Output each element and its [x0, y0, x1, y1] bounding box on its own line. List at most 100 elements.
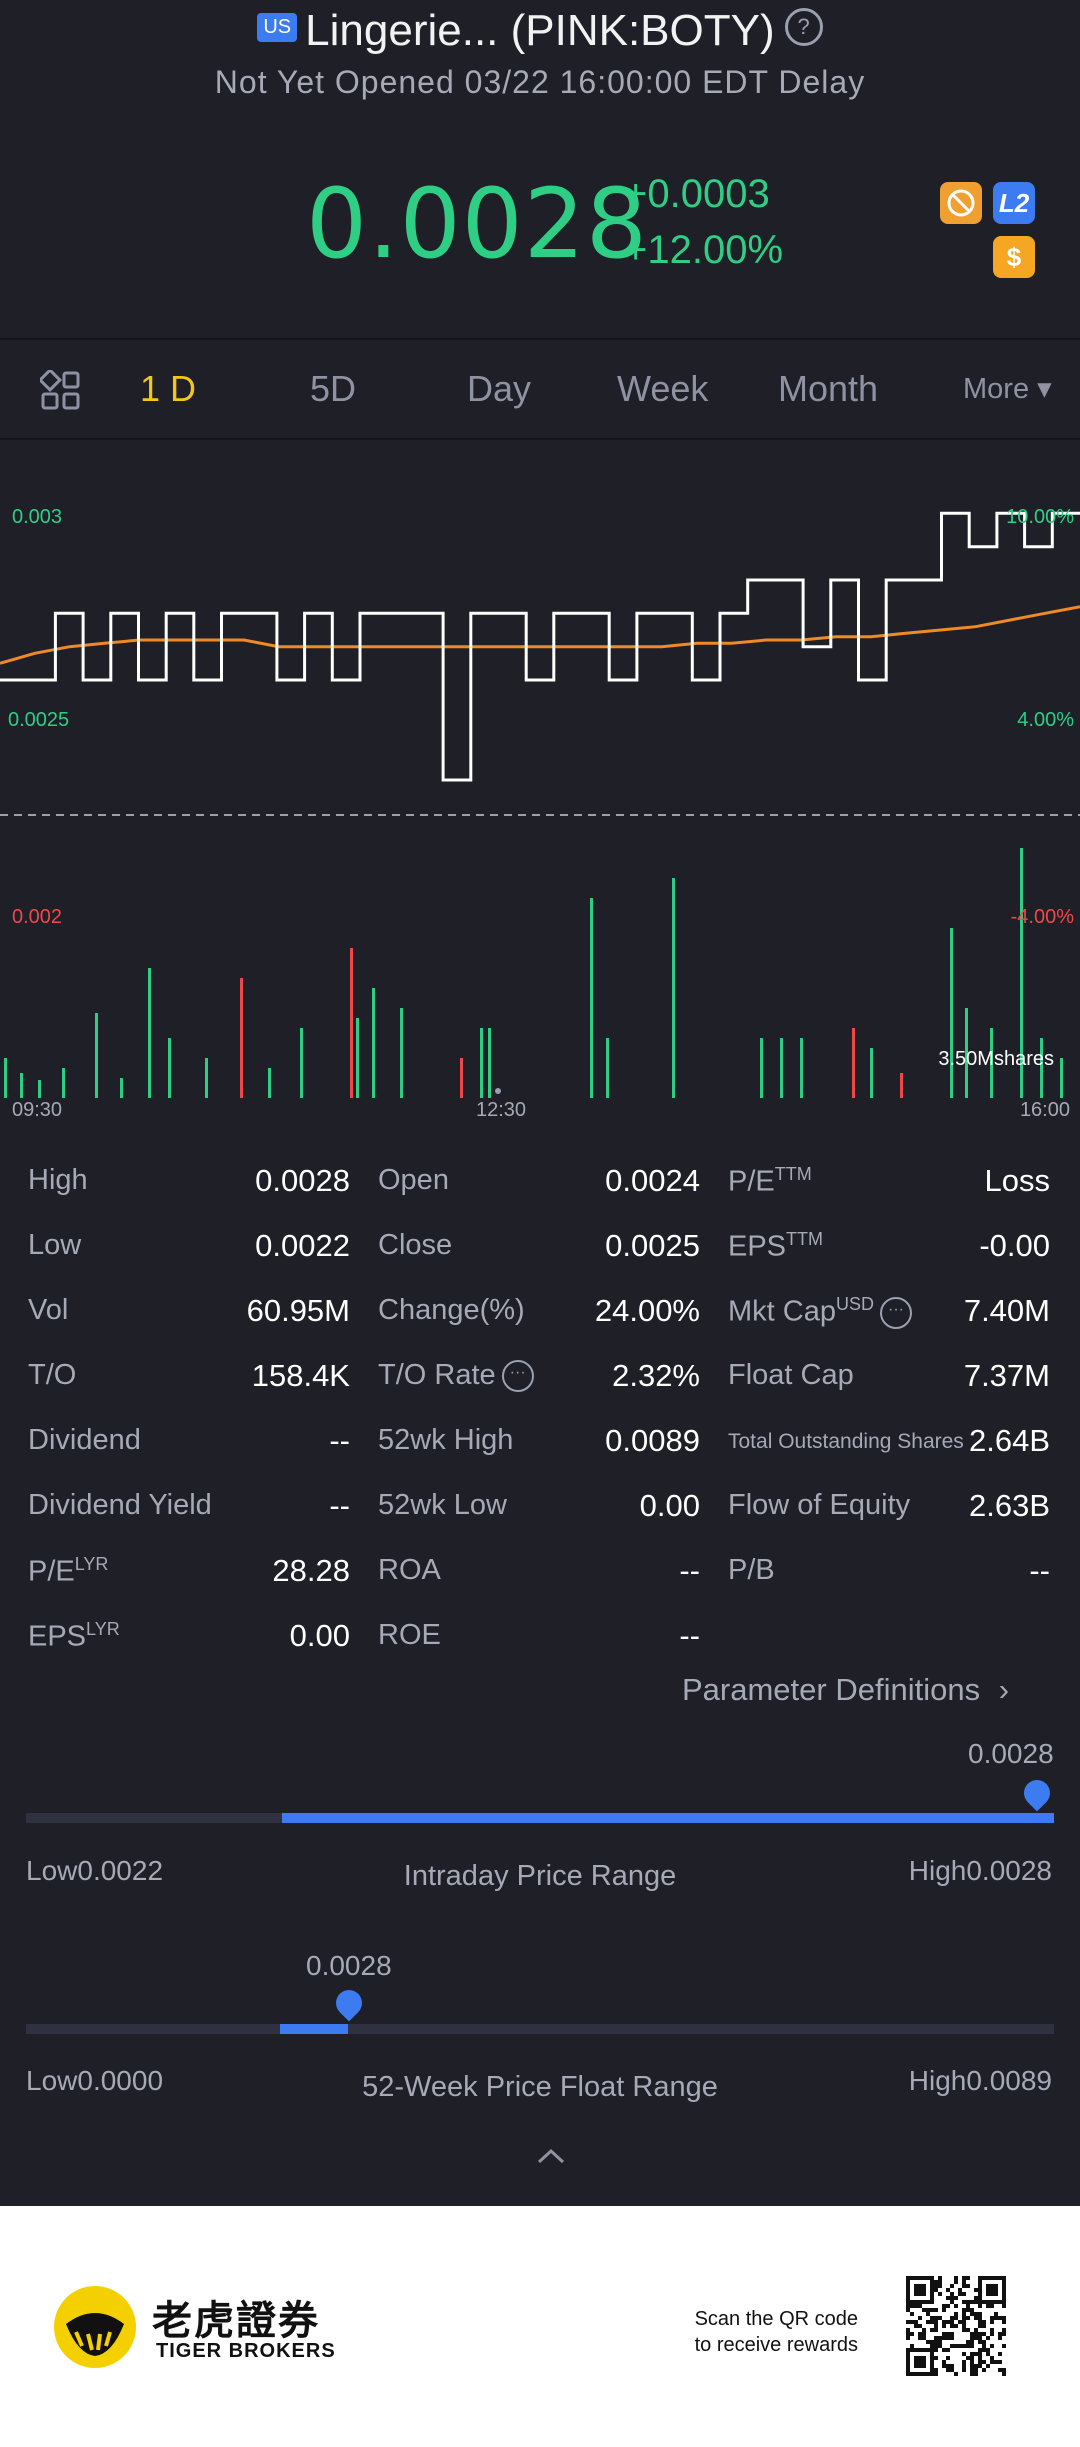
- volume-bar: [1060, 1058, 1063, 1098]
- volume-bar: [95, 1013, 98, 1098]
- stat-label-text: Dividend Yield: [28, 1489, 212, 1521]
- parameter-definitions-link[interactable]: Parameter Definitions ›: [682, 1672, 1009, 1708]
- stat-value: 0.0028: [255, 1163, 350, 1198]
- stock-name: Lingerie... (PINK:BOTY): [305, 6, 775, 55]
- volume-bar: [120, 1078, 123, 1098]
- volume-bar: [488, 1028, 491, 1098]
- stat-label-text: EPS: [728, 1230, 787, 1263]
- stat-value: 158.4K: [251, 1358, 350, 1393]
- stat-label: 52wk Low: [378, 1489, 507, 1522]
- stat-label: Dividend Yield: [28, 1489, 212, 1522]
- stat-label-text: 52wk Low: [378, 1489, 507, 1521]
- info-dots-icon[interactable]: ···: [501, 1360, 534, 1393]
- stat-label-text: Open: [378, 1164, 449, 1196]
- intraday-current-value: 0.0028: [968, 1738, 1054, 1769]
- stat-label: P/B: [728, 1554, 775, 1587]
- market-status: Not Yet Opened 03/22 16:00:00 EDT Delay: [214, 64, 866, 100]
- stat-label-text: T/O: [28, 1359, 77, 1391]
- stat-label-text: P/E: [728, 1165, 775, 1198]
- stat-label: P/ETTM: [728, 1164, 812, 1199]
- volume-bar: [4, 1058, 7, 1098]
- stat-label-text: Float Cap: [728, 1359, 854, 1391]
- level2-icon[interactable]: L2: [993, 182, 1035, 224]
- stat-label-text: Total Outstanding Shares: [728, 1430, 964, 1453]
- volume-bar: [460, 1058, 463, 1098]
- stat-value: 0.00: [289, 1618, 350, 1653]
- volume-bar: [1020, 848, 1023, 1098]
- stat-label: T/O Rate ···: [378, 1359, 534, 1393]
- intraday-low: Low0.0022: [26, 1855, 163, 1887]
- average-price-line: [0, 605, 1080, 665]
- stat-label-text: Flow of Equity: [728, 1489, 911, 1521]
- stat-label: Vol: [28, 1294, 68, 1327]
- stat-value: 0.0025: [605, 1228, 700, 1263]
- volume-bar: [20, 1073, 23, 1098]
- price-change: +0.0003: [624, 172, 770, 216]
- volume-bar: [400, 1008, 403, 1098]
- brand-cn: 老虎證券: [152, 2299, 320, 2343]
- stat-label-text: Dividend: [28, 1424, 141, 1456]
- pct-high-label: 10.00%: [1006, 506, 1074, 528]
- stat-label-superscript: TTM: [786, 1229, 824, 1249]
- layout-grid-icon[interactable]: [37, 340, 82, 438]
- volume-label: 3.50Mshares: [938, 1048, 1054, 1070]
- price-line: [0, 511, 1080, 782]
- intraday-low-label: Low: [26, 1855, 78, 1886]
- brand-en: TIGER BROKERS: [156, 2340, 336, 2362]
- help-icon[interactable]: ?: [784, 8, 823, 47]
- volume-bar: [372, 988, 375, 1098]
- volume-bar: [148, 968, 151, 1098]
- info-dots-icon[interactable]: ···: [880, 1297, 912, 1329]
- volume-bar: [62, 1068, 65, 1098]
- stat-label-text: Vol: [28, 1294, 69, 1326]
- week52-range-fill: [280, 2024, 348, 2034]
- time-marker: [495, 1088, 501, 1094]
- price-mid-label: 0.0025: [8, 709, 69, 731]
- stat-label-text: 52wk High: [378, 1424, 514, 1456]
- stat-value: --: [329, 1423, 350, 1458]
- stat-label: EPSTTM: [728, 1229, 823, 1264]
- no-trading-icon[interactable]: [940, 182, 982, 224]
- stat-value: --: [329, 1488, 350, 1523]
- volume-bar: [760, 1038, 763, 1098]
- tab-5d[interactable]: 5D: [310, 368, 357, 409]
- tab-1d[interactable]: 1 D: [140, 368, 197, 409]
- volume-bar: [800, 1038, 803, 1098]
- tab-week[interactable]: Week: [617, 368, 709, 409]
- market-badge: US: [257, 12, 298, 42]
- stat-value: 7.40M: [963, 1293, 1050, 1328]
- qr-code-icon[interactable]: [906, 2276, 1006, 2376]
- stat-label: Flow of Equity: [728, 1489, 910, 1522]
- parameter-definitions-label: Parameter Definitions: [682, 1672, 981, 1707]
- tab-more[interactable]: More ▾: [963, 340, 1052, 438]
- stock-title[interactable]: US Lingerie... (PINK:BOTY)?: [0, 6, 1080, 56]
- stat-label: T/O: [28, 1359, 76, 1392]
- volume-bar: [205, 1058, 208, 1098]
- volume-bar: [168, 1038, 171, 1098]
- stat-value: 2.32%: [612, 1358, 700, 1393]
- tab-day[interactable]: Day: [467, 368, 532, 409]
- stat-label: ROE: [378, 1619, 441, 1652]
- stat-value: --: [1029, 1553, 1050, 1588]
- pct-low-label: -4.00%: [1011, 906, 1075, 928]
- stat-value: 60.95M: [246, 1293, 350, 1328]
- stat-label-superscript: LYR: [74, 1554, 109, 1574]
- intraday-high-value: 0.0028: [966, 1855, 1052, 1886]
- stat-value: 0.0024: [605, 1163, 700, 1198]
- tab-month[interactable]: Month: [778, 368, 879, 409]
- intraday-range-title: Intraday Price Range: [403, 1860, 677, 1892]
- time-end-label: 16:00: [1020, 1099, 1070, 1120]
- stat-label-text: High: [28, 1164, 88, 1196]
- stat-value: Loss: [984, 1163, 1050, 1198]
- volume-bar: [870, 1048, 873, 1098]
- collapse-chevron-up-icon[interactable]: [536, 2146, 566, 2171]
- dollar-icon[interactable]: $: [993, 236, 1035, 278]
- volume-bar: [350, 948, 353, 1098]
- stat-label: Change(%): [378, 1294, 525, 1327]
- volume-bar: [606, 1038, 609, 1098]
- time-start-label: 09:30: [12, 1099, 62, 1120]
- volume-bar: [990, 1028, 993, 1098]
- stat-value: 2.63B: [968, 1488, 1050, 1523]
- intraday-chart[interactable]: 0.003 0.0025 0.002 10.00% 4.00% -4.00% 3…: [0, 440, 1080, 1120]
- stat-label-text: P/E: [28, 1555, 75, 1588]
